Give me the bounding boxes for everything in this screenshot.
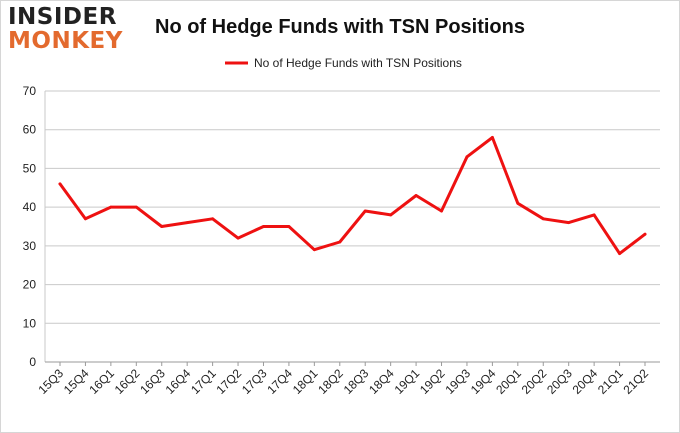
x-tick-label-21Q2: 21Q2 xyxy=(620,366,651,397)
x-tick-label-20Q3: 20Q3 xyxy=(544,366,575,397)
x-tick-label-16Q1: 16Q1 xyxy=(86,366,117,397)
data-point-19Q4 xyxy=(490,136,494,139)
logo-line-insider: INSIDER xyxy=(8,4,117,30)
data-point-17Q1 xyxy=(211,217,215,221)
x-tick-label-18Q2: 18Q2 xyxy=(315,366,346,397)
data-point-21Q1 xyxy=(618,252,621,256)
data-point-18Q2 xyxy=(338,240,342,244)
x-tick-label-15Q3: 15Q3 xyxy=(35,366,66,397)
x-tick-label-18Q4: 18Q4 xyxy=(366,366,397,397)
y-tick-label-50: 50 xyxy=(23,161,37,175)
x-tick-label-19Q4: 19Q4 xyxy=(468,366,499,397)
x-tick-label-21Q1: 21Q1 xyxy=(595,366,626,397)
series-line-0 xyxy=(58,136,647,256)
y-tick-label-0: 0 xyxy=(29,355,36,369)
x-tick-label-19Q2: 19Q2 xyxy=(417,366,448,397)
x-tick-label-20Q4: 20Q4 xyxy=(570,366,601,397)
grid-lines xyxy=(44,90,660,363)
x-tick-label-18Q3: 18Q3 xyxy=(341,366,372,397)
legend: No of Hedge Funds with TSN Positions xyxy=(225,56,462,70)
y-tick-label-10: 10 xyxy=(23,316,37,330)
data-point-19Q2 xyxy=(440,209,443,213)
data-point-16Q3 xyxy=(160,225,164,228)
x-tick-label-19Q3: 19Q3 xyxy=(442,366,473,397)
chart-title: No of Hedge Funds with TSN Positions xyxy=(155,16,525,38)
x-tick-label-17Q2: 17Q2 xyxy=(214,366,245,397)
data-point-19Q3 xyxy=(465,155,469,159)
data-point-21Q2 xyxy=(643,232,647,236)
data-point-17Q4 xyxy=(287,225,291,228)
x-tick-label-18Q1: 18Q1 xyxy=(290,366,321,397)
y-tick-label-40: 40 xyxy=(23,200,37,214)
x-tick-label-19Q1: 19Q1 xyxy=(392,366,423,397)
y-tick-label-30: 30 xyxy=(23,239,37,253)
data-point-17Q2 xyxy=(236,236,240,240)
y-axis-ticks: 0 10 20 30 40 50 60 70 xyxy=(23,84,37,369)
x-tick-label-17Q1: 17Q1 xyxy=(188,366,219,397)
y-tick-label-60: 60 xyxy=(23,123,37,137)
data-point-16Q4 xyxy=(185,221,189,225)
x-tick-label-16Q3: 16Q3 xyxy=(137,366,168,397)
x-tick-label-20Q1: 20Q1 xyxy=(493,366,524,397)
data-point-18Q3 xyxy=(363,209,367,213)
x-axis-ticks: 15Q315Q416Q116Q216Q316Q417Q117Q217Q317Q4… xyxy=(35,362,651,397)
logo-line-monkey: MONKEY xyxy=(8,28,123,54)
legend-label: No of Hedge Funds with TSN Positions xyxy=(254,56,462,70)
data-point-20Q4 xyxy=(592,213,596,217)
data-point-20Q1 xyxy=(516,201,520,205)
x-tick-label-17Q4: 17Q4 xyxy=(264,366,295,397)
data-point-17Q3 xyxy=(262,225,265,228)
data-point-18Q4 xyxy=(389,213,393,217)
data-point-16Q1 xyxy=(109,205,113,209)
x-tick-label-20Q2: 20Q2 xyxy=(519,366,550,397)
series-layer xyxy=(58,136,647,256)
data-point-15Q3 xyxy=(58,182,62,186)
y-tick-label-20: 20 xyxy=(23,278,37,292)
data-point-16Q2 xyxy=(134,205,138,209)
y-tick-label-70: 70 xyxy=(23,84,37,98)
x-tick-label-16Q2: 16Q2 xyxy=(112,366,143,397)
data-point-20Q3 xyxy=(567,221,571,225)
data-point-20Q2 xyxy=(541,217,545,221)
data-point-19Q1 xyxy=(414,194,418,197)
x-tick-label-16Q4: 16Q4 xyxy=(163,366,194,397)
data-point-18Q1 xyxy=(312,248,316,252)
insider-monkey-logo: INSIDER MONKEY xyxy=(8,6,128,53)
x-tick-label-17Q3: 17Q3 xyxy=(239,366,270,397)
data-point-15Q4 xyxy=(84,217,87,221)
x-tick-label-15Q4: 15Q4 xyxy=(61,366,92,397)
